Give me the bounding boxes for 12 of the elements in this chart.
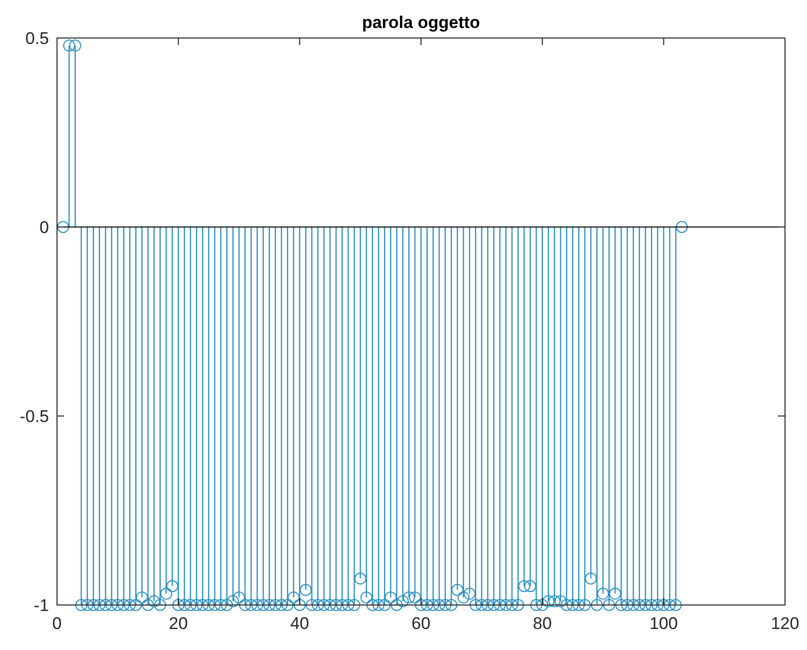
x-tick-label: 40 bbox=[290, 614, 310, 633]
x-tick-label: 100 bbox=[649, 614, 678, 633]
y-tick-label: -1 bbox=[34, 596, 49, 615]
y-tick-label: 0 bbox=[40, 218, 49, 237]
x-tick-label: 60 bbox=[412, 614, 430, 633]
x-tick-label: 0 bbox=[52, 614, 62, 633]
x-tick-label: 120 bbox=[770, 614, 800, 633]
x-tick-label: 80 bbox=[532, 614, 552, 633]
y-tick-label: 0.5 bbox=[25, 28, 49, 48]
x-tick-label: 20 bbox=[168, 614, 188, 633]
chart-title: parola oggetto bbox=[362, 13, 480, 32]
y-tick-label: -0.5 bbox=[20, 406, 49, 426]
